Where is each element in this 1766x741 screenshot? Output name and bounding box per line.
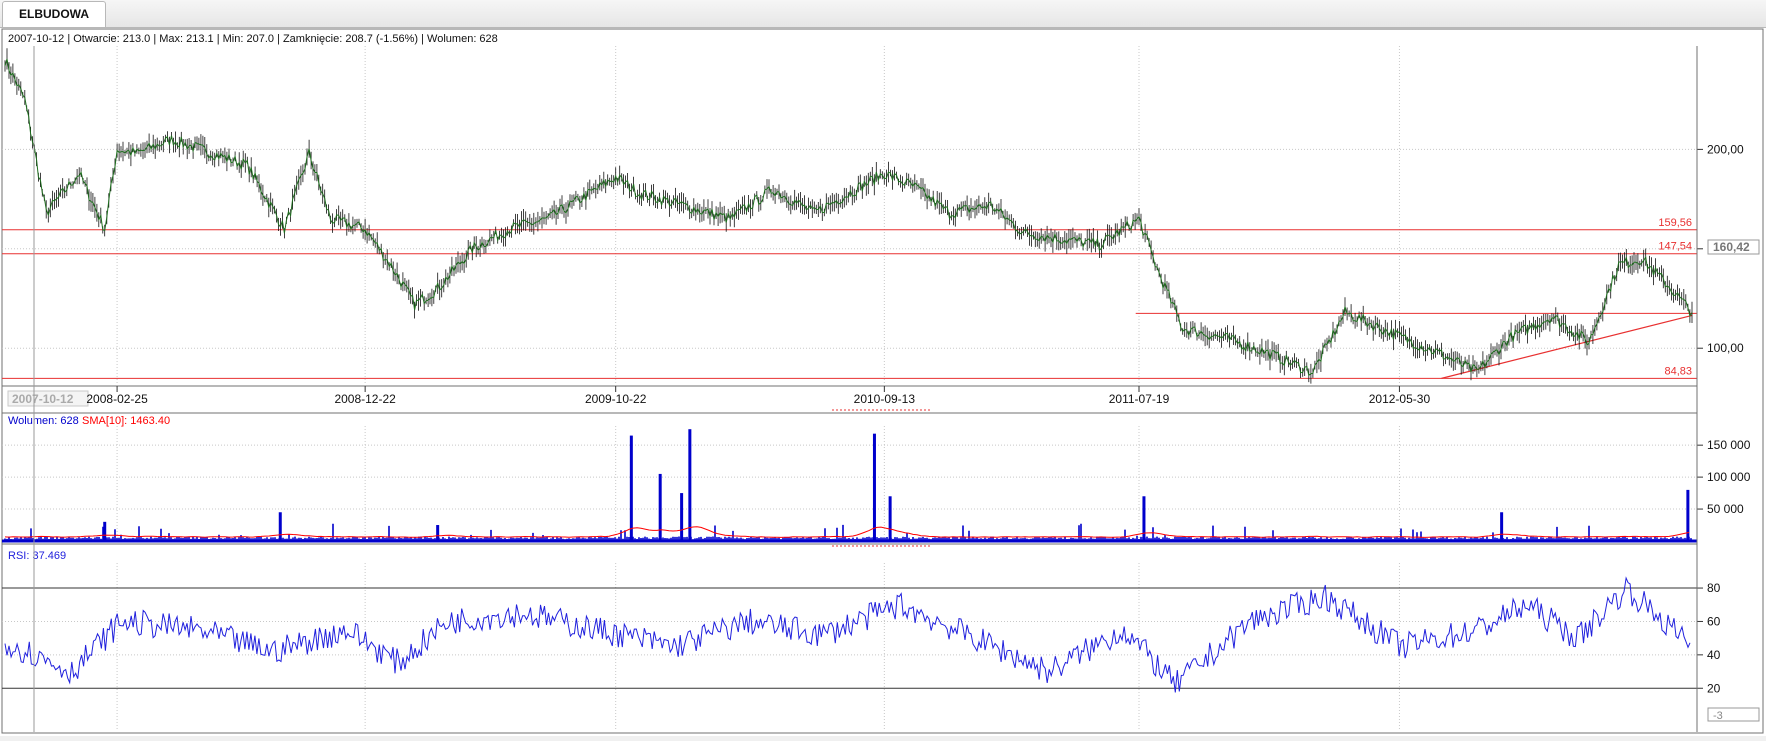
volume-spike-10 xyxy=(1500,512,1504,541)
rsi-ytick-label-0: 20 xyxy=(1707,681,1721,695)
rsi-ytick-label-1: 40 xyxy=(1707,648,1721,662)
rsi-ytick-label-3: 80 xyxy=(1707,581,1721,595)
level-labels: 159,56 147,54 84,83 xyxy=(1658,217,1692,378)
price-ytick-label-2: 200,00 xyxy=(1707,142,1744,156)
level-label-0: 159,56 xyxy=(1658,217,1692,229)
volume-spike-2 xyxy=(436,525,440,541)
level-label-1: 147,54 xyxy=(1658,241,1692,253)
xtick-label-5: 2012-05-30 xyxy=(1369,392,1431,406)
volume-spike-7 xyxy=(872,433,876,541)
volume-ytick-label-2: 150 000 xyxy=(1707,438,1751,452)
chart-frame: 2007-10-12 | Otwarcie: 213.0 | Max: 213.… xyxy=(0,28,1766,736)
cursor-date-label: 2007-10-12 xyxy=(12,392,74,406)
volume-spike-1 xyxy=(278,512,282,541)
volume-spike-11 xyxy=(1686,489,1690,541)
xtick-label-4: 2011-07-19 xyxy=(1109,392,1170,406)
level-label-2: 84,83 xyxy=(1664,365,1692,377)
volume-spike-3 xyxy=(629,435,633,541)
rsi-current-label: -3 xyxy=(1713,710,1723,722)
rsi-axis: 20 40 60 80 xyxy=(1697,581,1721,695)
rsi-current-badge: -3 xyxy=(1707,707,1760,722)
xtick-label-3: 2010-09-13 xyxy=(854,392,916,406)
volume-spike-0 xyxy=(103,521,107,541)
volume-axis: 50 000 100 000 150 000 xyxy=(1697,438,1751,516)
current-price-badge: 160,42 xyxy=(1707,239,1760,255)
tab-elbudowa[interactable]: ELBUDOWA xyxy=(2,1,106,27)
rsi-line xyxy=(4,576,1691,693)
rsi-legend: RSI: 37.469 xyxy=(8,550,66,562)
sma-legend: SMA[10]: 1463.40 xyxy=(82,415,170,427)
volume-ytick-label-0: 50 000 xyxy=(1707,502,1744,516)
rsi-panel[interactable]: RSI: 37.469 20 40 60 80 -3 xyxy=(2,550,1760,730)
xtick-label-0: 2008-02-25 xyxy=(86,392,148,406)
xtick-label-2: 2009-10-22 xyxy=(585,392,647,406)
chart-canvas[interactable]: 2007-10-12 | Otwarcie: 213.0 | Max: 213.… xyxy=(0,28,1766,736)
rsi-grid xyxy=(2,563,1697,730)
volume-sma-line xyxy=(4,526,1690,538)
volume-legend: Wolumen: 628 xyxy=(8,415,79,427)
date-axis: 2007-10-12 2008-02-25 2008-12-22 2009-10-2… xyxy=(2,385,1697,411)
rsi-ytick-label-2: 60 xyxy=(1707,614,1721,628)
current-price-label: 160,42 xyxy=(1713,240,1750,254)
volume-spike-8 xyxy=(888,496,892,541)
volume-spike-4 xyxy=(658,473,662,541)
volume-spike-6 xyxy=(688,429,692,541)
volume-spike-9 xyxy=(1142,496,1146,541)
volume-grid xyxy=(2,426,1697,541)
tab-bar: ELBUDOWA xyxy=(0,0,1766,28)
volume-ytick-label-1: 100 000 xyxy=(1707,470,1751,484)
chart-border xyxy=(1,28,1764,734)
volume-spike-5 xyxy=(680,493,684,541)
volume-panel[interactable]: Wolumen: 628 SMA[10]: 1463.40 50 000 100 … xyxy=(2,412,1751,543)
volume-bars xyxy=(2,429,1697,543)
cursor-date-box xyxy=(7,390,89,407)
price-ytick-label-0: 100,00 xyxy=(1707,341,1744,355)
price-line xyxy=(4,58,1693,377)
info-bar: 2007-10-12 | Otwarcie: 213.0 | Max: 213.… xyxy=(8,33,498,45)
xtick-label-1: 2008-12-22 xyxy=(334,392,396,406)
